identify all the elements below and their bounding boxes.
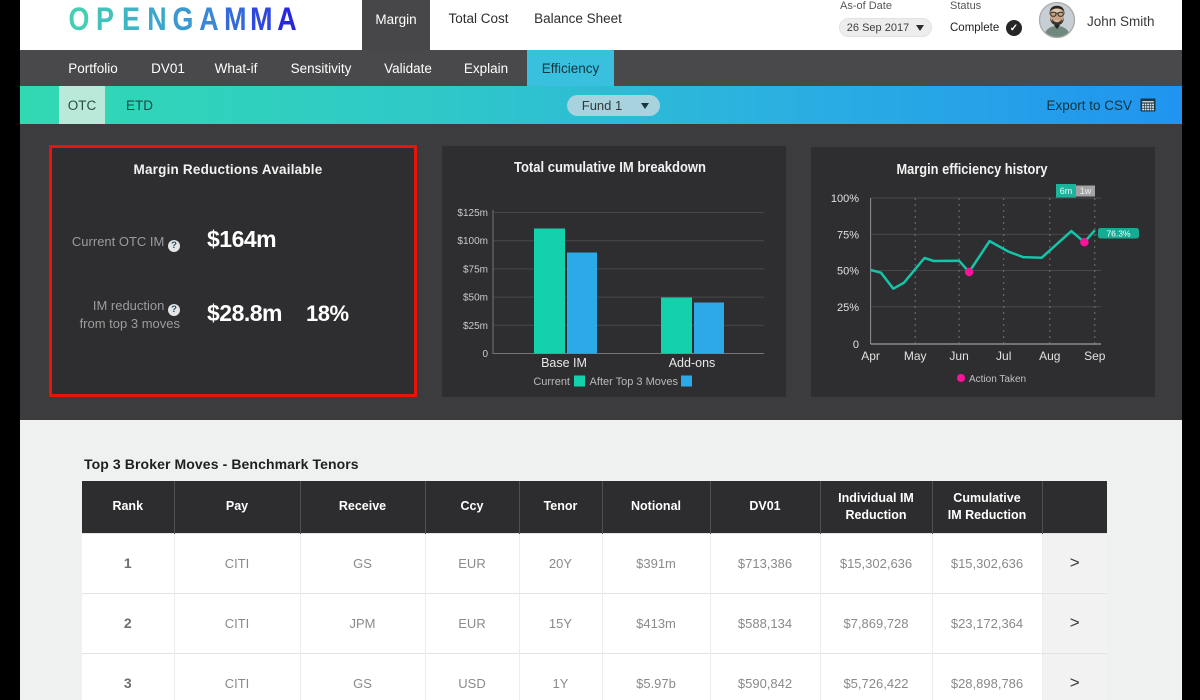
- svg-text:Action Taken: Action Taken: [969, 374, 1026, 385]
- svg-text:50%: 50%: [837, 266, 859, 278]
- svg-text:100%: 100%: [831, 193, 859, 205]
- svg-text:After Top 3 Moves: After Top 3 Moves: [590, 376, 679, 388]
- svg-text:0: 0: [853, 339, 859, 351]
- svg-text:Total cumulative IM breakdown: Total cumulative IM breakdown: [514, 159, 706, 176]
- svg-text:Sep: Sep: [1084, 349, 1106, 363]
- svg-text:Apr: Apr: [861, 349, 880, 363]
- svg-text:6m: 6m: [1060, 186, 1073, 196]
- svg-text:Jul: Jul: [996, 349, 1011, 363]
- svg-text:25%: 25%: [837, 302, 859, 314]
- svg-text:$100m: $100m: [457, 236, 488, 247]
- svg-text:Aug: Aug: [1039, 349, 1060, 363]
- svg-text:75%: 75%: [837, 229, 859, 241]
- svg-text:$125m: $125m: [457, 208, 488, 219]
- svg-text:Base IM: Base IM: [541, 356, 587, 370]
- svg-text:$50m: $50m: [463, 293, 488, 304]
- svg-text:$75m: $75m: [463, 264, 488, 275]
- svg-text:May: May: [904, 349, 927, 363]
- svg-text:Current: Current: [533, 376, 570, 388]
- svg-text:76.3%: 76.3%: [1106, 228, 1131, 238]
- svg-text:$25m: $25m: [463, 321, 488, 332]
- svg-text:Jun: Jun: [949, 349, 968, 363]
- svg-text:0: 0: [482, 349, 488, 360]
- svg-text:1w: 1w: [1080, 186, 1092, 196]
- svg-text:Margin efficiency history: Margin efficiency history: [897, 161, 1049, 178]
- svg-text:Add-ons: Add-ons: [669, 356, 716, 370]
